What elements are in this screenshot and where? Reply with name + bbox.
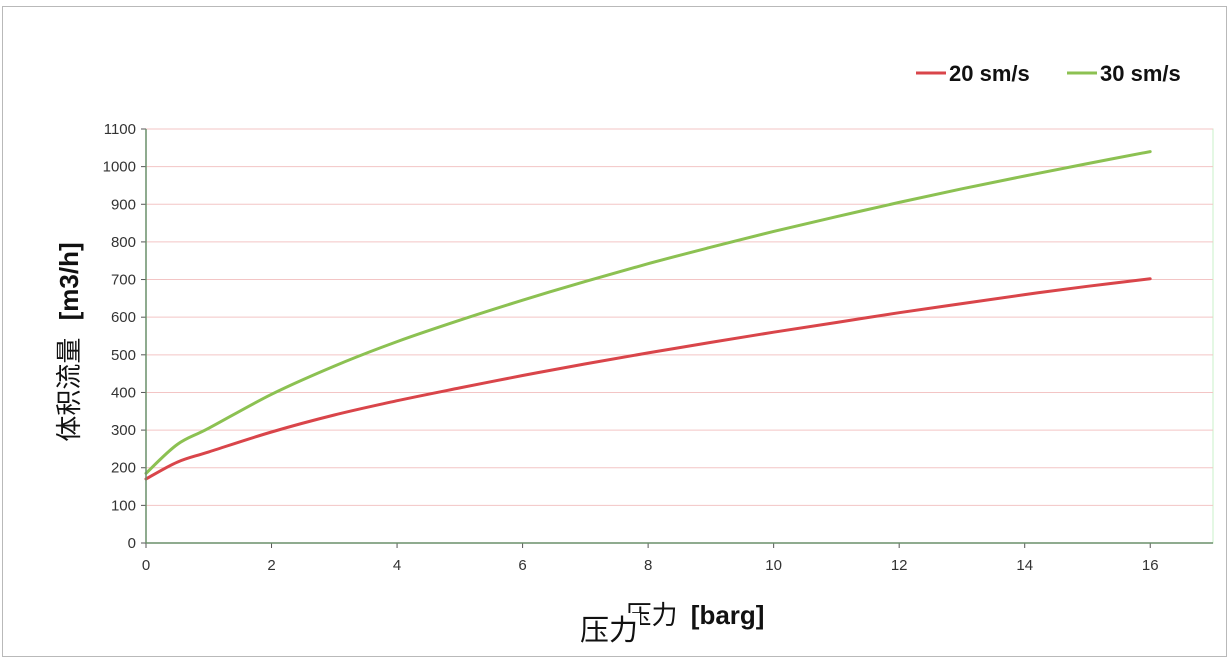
legend-label-1: 20 sm/s <box>949 61 1030 86</box>
x-tick-label-2: 2 <box>267 557 275 574</box>
plot-area <box>145 128 1214 544</box>
y-axis-label: 体积流量 [m3/h] <box>54 242 84 441</box>
x-tick-label-16: 16 <box>1142 557 1159 574</box>
series-line-1 <box>144 277 1152 481</box>
legend-label-2: 30 sm/s <box>1100 61 1181 86</box>
x-axis-label-unit: [barg] <box>691 600 765 630</box>
y-tick-label-700: 700 <box>111 272 136 289</box>
x-tick-label-4: 4 <box>393 557 401 574</box>
legend: 20 sm/s 30 sm/s <box>916 61 1181 86</box>
x-tick-label-10: 10 <box>765 557 782 574</box>
overlay-x-label: 压力 <box>578 613 641 648</box>
y-tick-label-1000: 1000 <box>103 159 136 176</box>
y-tick-label-900: 900 <box>111 196 136 213</box>
x-tick-label-12: 12 <box>891 557 908 574</box>
x-tick-label-14: 14 <box>1016 557 1033 574</box>
tick-labels: 0 100 200 300 400 500 600 700 800 900 1000 1100 0 2 4 6… <box>103 121 1159 574</box>
y-axis-label-cjk: 体积流量 <box>54 338 84 442</box>
series-lines <box>144 150 1152 481</box>
y-tick-label-500: 500 <box>111 347 136 364</box>
y-tick-label-300: 300 <box>111 422 136 439</box>
y-axis-label-unit: [m3/h] <box>54 242 84 320</box>
grid-lines <box>146 128 1213 506</box>
series-line-2 <box>144 150 1152 475</box>
x-tick-label-6: 6 <box>518 557 526 574</box>
y-tick-label-0: 0 <box>128 535 136 552</box>
axes <box>141 128 1213 548</box>
x-tick-label-0: 0 <box>142 557 150 574</box>
y-tick-label-600: 600 <box>111 309 136 326</box>
y-tick-label-100: 100 <box>111 497 136 514</box>
y-tick-label-400: 400 <box>111 384 136 401</box>
x-tick-label-8: 8 <box>644 557 652 574</box>
y-tick-label-1100: 1100 <box>104 121 136 138</box>
y-tick-label-200: 200 <box>111 460 136 477</box>
plot-background <box>145 128 1214 544</box>
x-axis-label: 压力 [barg] <box>626 600 765 630</box>
y-tick-label-800: 800 <box>111 234 136 251</box>
